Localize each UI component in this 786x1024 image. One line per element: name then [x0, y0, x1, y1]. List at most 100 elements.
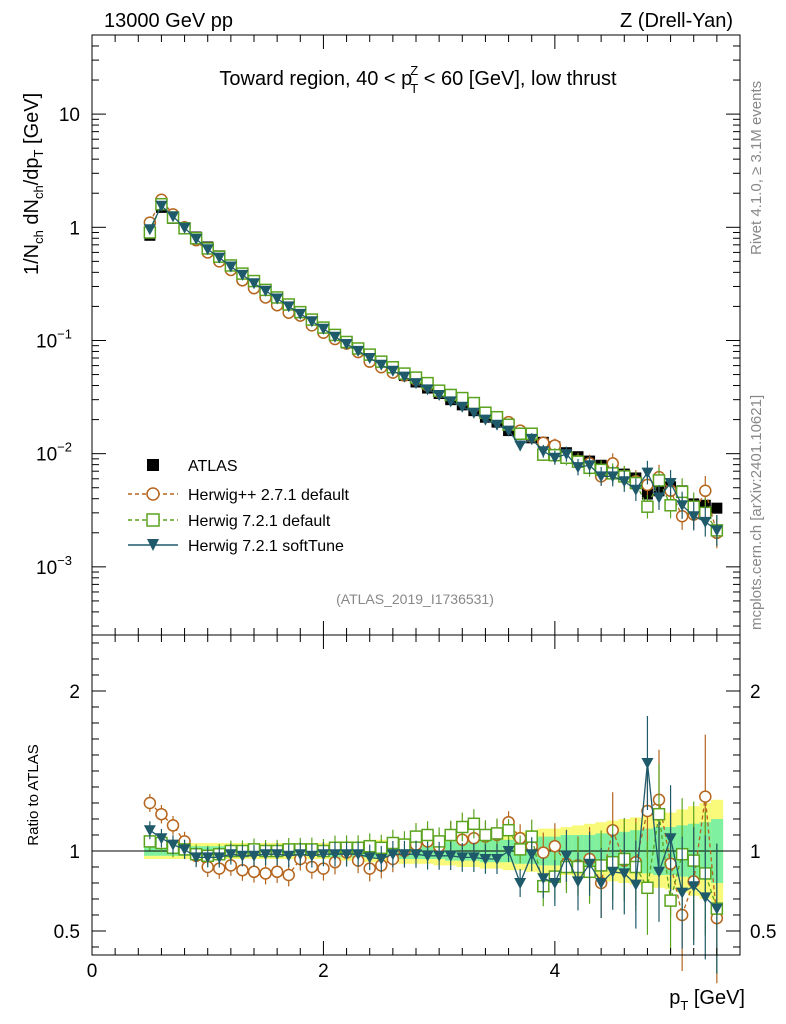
ratio-point-herwig721	[641, 881, 654, 895]
ratio-series-softtune	[143, 716, 723, 974]
ratio-point-softtune	[363, 852, 376, 864]
rivet-version-label: Rivet 4.1.0, ≥ 3.1M events	[748, 81, 765, 255]
plot-title: Toward region, 40 < pZ T < 60 [GeV], low …	[219, 63, 617, 96]
y-tick-label: 10−3	[36, 553, 72, 579]
legend-marker-softtune	[147, 539, 159, 551]
y-tick-label: 10	[59, 105, 80, 126]
data-point-softtune	[629, 484, 642, 496]
ratio-point-herwig721	[456, 820, 469, 834]
legend: ATLAS Herwig++ 2.7.1 default Herwig 7.2.…	[128, 458, 350, 555]
ratio-point-herwig721	[479, 828, 492, 842]
ratio-point-softtune	[687, 881, 700, 893]
data-point-softtune	[236, 269, 249, 281]
process-label: Z (Drell-Yan)	[620, 10, 733, 32]
ratio-point-herwig721	[409, 830, 423, 843]
data-point-softtune	[653, 492, 665, 504]
ratio-point-softtune	[398, 849, 411, 861]
data-point-softtune	[502, 425, 515, 437]
legend-marker-herwigpp	[146, 487, 160, 501]
data-point-softtune	[178, 222, 191, 234]
data-point-softtune	[618, 476, 631, 488]
ratio-point-softtune	[282, 850, 295, 862]
ratio-point-softtune	[259, 849, 272, 861]
ratio-point-herwig721	[490, 827, 504, 840]
ratio-point-softtune	[676, 887, 689, 899]
ratio-point-herwigpp	[270, 865, 284, 879]
data-point-softtune	[572, 462, 584, 474]
data-point-softtune	[687, 511, 700, 523]
ratio-point-herwigpp	[166, 819, 180, 832]
data-point-softtune	[143, 224, 156, 236]
ratio-point-softtune	[641, 758, 654, 769]
ratio-point-softtune	[178, 844, 191, 856]
data-point-softtune	[433, 389, 446, 401]
ratio-point-softtune	[386, 849, 399, 861]
data-point-herwig721	[652, 474, 666, 487]
ratio-point-herwigpp	[699, 790, 712, 803]
ratio-point-softtune	[167, 839, 179, 851]
data-point-softtune	[340, 339, 353, 351]
ratio-point-softtune	[560, 850, 573, 862]
y-tick-label: 1	[69, 218, 80, 239]
ratio-point-herwig721	[502, 823, 515, 837]
ratio-y-tick-label-right: 2	[750, 682, 761, 703]
data-point-softtune	[606, 471, 619, 483]
ratio-point-herwigpp	[155, 807, 168, 821]
ratio-point-softtune	[699, 892, 712, 904]
data-point-herwig721	[641, 500, 654, 513]
y-tick-label: 10−2	[36, 440, 72, 466]
ratio-point-softtune	[375, 854, 388, 865]
ratio-point-herwigpp	[537, 846, 550, 859]
mcplots-reference-label: mcplots.cern.ch [arXiv:2401.10621]	[748, 395, 765, 630]
ratio-point-herwig721	[421, 828, 434, 842]
data-point-softtune	[201, 244, 214, 256]
ratio-y-axis-label: Ratio to ATLAS	[25, 744, 42, 845]
ratio-point-softtune	[352, 849, 365, 861]
ratio-point-softtune	[618, 868, 631, 880]
data-point-atlas	[711, 502, 723, 514]
ratio-point-softtune	[514, 878, 527, 889]
ratio-point-softtune	[629, 879, 642, 891]
ratio-point-softtune	[572, 876, 584, 888]
data-point-softtune	[271, 293, 284, 305]
ratio-y-tick-label: 1	[69, 842, 80, 863]
ratio-point-herwigpp	[548, 839, 562, 853]
ratio-point-softtune	[317, 849, 330, 861]
legend-label-atlas: ATLAS	[188, 458, 238, 475]
legend-label-herwigpp: Herwig++ 2.7.1 default	[188, 487, 350, 504]
x-tick-label: 0	[87, 961, 98, 982]
ratio-point-herwigpp	[282, 868, 295, 882]
ratio-point-softtune	[340, 849, 353, 861]
data-point-herwig721	[513, 427, 527, 440]
legend-label-softtune: Herwig 7.2.1 softTune	[188, 538, 344, 555]
ratio-point-softtune	[502, 846, 515, 857]
data-point-softtune	[386, 365, 399, 377]
ratio-point-herwig721	[467, 817, 481, 831]
ratio-point-softtune	[548, 878, 561, 889]
data-point-softtune	[595, 471, 608, 483]
main-data-series	[143, 193, 724, 549]
ratio-point-softtune	[201, 852, 214, 864]
ratio-y-tick-label: 2	[69, 682, 80, 703]
ratio-point-herwigpp	[259, 867, 272, 880]
ratio-point-softtune	[410, 849, 422, 861]
data-point-softtune	[305, 316, 318, 328]
y-tick-label: 10−1	[36, 326, 72, 352]
ratio-panel-frame	[91, 634, 741, 956]
data-point-softtune	[421, 384, 434, 396]
data-point-softtune	[294, 308, 307, 320]
data-point-softtune	[537, 446, 550, 458]
ratio-point-softtune	[213, 852, 226, 864]
data-point-softtune	[699, 516, 712, 528]
ratio-point-softtune	[653, 866, 665, 878]
data-point-softtune	[560, 449, 573, 461]
data-point-softtune	[664, 478, 677, 490]
ratio-point-softtune	[305, 850, 318, 862]
ratio-point-softtune	[248, 850, 260, 862]
data-point-softtune	[167, 211, 179, 223]
ratio-point-softtune	[143, 825, 156, 837]
ratio-point-softtune	[444, 850, 457, 862]
data-point-softtune	[467, 407, 480, 419]
data-point-softtune	[375, 359, 388, 371]
data-point-softtune	[317, 323, 330, 335]
